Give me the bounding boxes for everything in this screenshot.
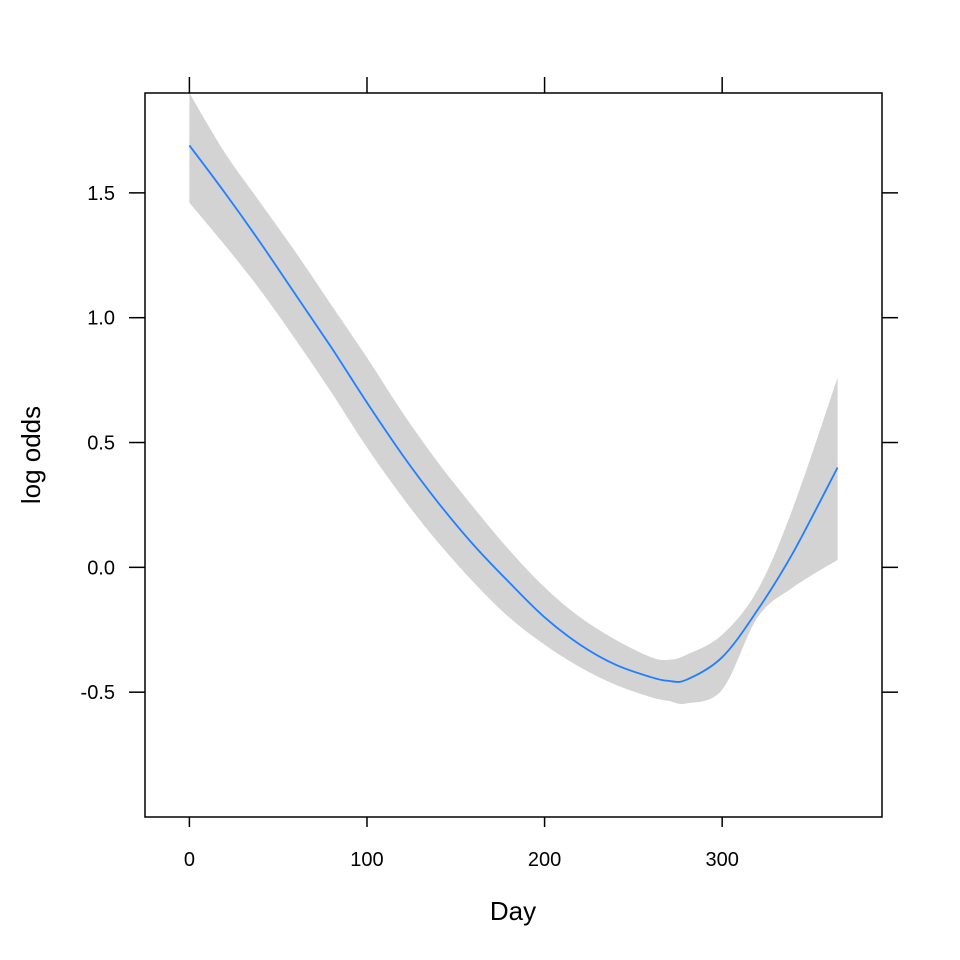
y-tick-label: 0.0 <box>87 557 115 579</box>
fitted-line-layer <box>188 144 839 683</box>
y-axis: -0.5 0.0 0.5 1.0 1.5 <box>81 183 898 704</box>
y-tick-label: -0.5 <box>81 682 115 704</box>
x-tick-label: 200 <box>528 849 561 871</box>
x-axis: 0 100 200 300 <box>184 77 739 871</box>
x-tick-label: 100 <box>350 849 383 871</box>
confidence-band <box>189 93 838 704</box>
y-tick-label: 1.5 <box>87 183 115 205</box>
y-tick-label: 1.0 <box>87 308 115 330</box>
confidence-band-layer <box>189 93 838 704</box>
fitted-line <box>188 144 839 683</box>
x-tick-label: 0 <box>184 849 195 871</box>
plot-frame <box>144 92 883 818</box>
x-axis-title: Day <box>490 896 536 926</box>
x-tick-label: 300 <box>705 849 738 871</box>
y-axis-title: log odds <box>16 406 46 504</box>
y-tick-label: 0.5 <box>87 433 115 455</box>
